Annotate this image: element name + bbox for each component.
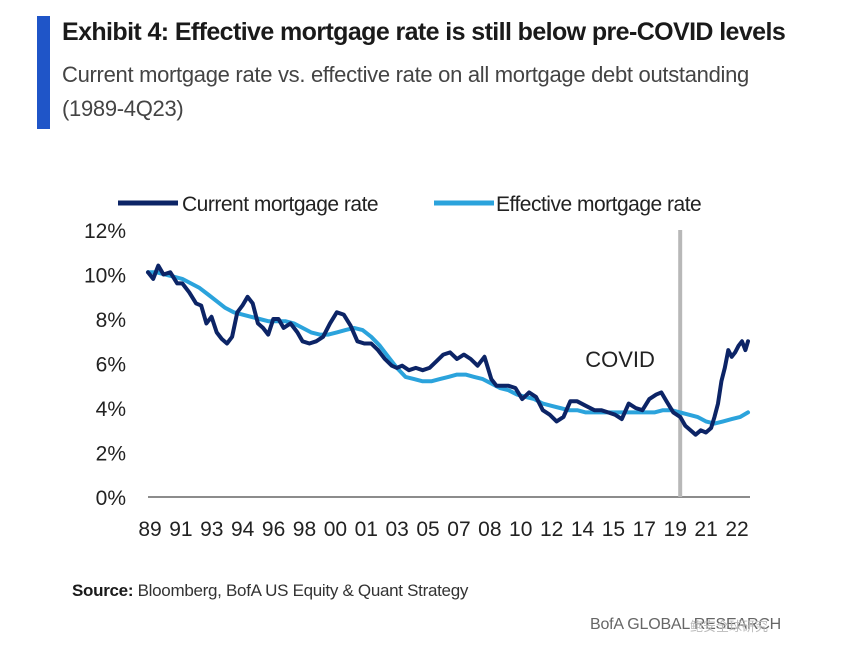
y-tick-label: 10% <box>84 265 126 288</box>
y-tick-label: 12% <box>84 220 126 243</box>
chart-subtitle: Current mortgage rate vs. effective rate… <box>62 62 749 121</box>
legend-label-current: Current mortgage rate <box>182 193 378 216</box>
y-tick-label: 8% <box>96 309 126 332</box>
brand-footer: BofA GLOBAL RESEARCH <box>590 616 782 633</box>
x-tick-label: 03 <box>385 518 408 541</box>
y-axis-ticks: 0% 2% 4% 6% 8% 10% 12% <box>84 220 126 510</box>
x-tick-label: 22 <box>725 518 748 541</box>
x-tick-label: 05 <box>416 518 439 541</box>
x-tick-label: 15 <box>602 518 625 541</box>
x-tick-label: 91 <box>169 518 192 541</box>
x-tick-label: 01 <box>355 518 378 541</box>
x-tick-label: 07 <box>447 518 470 541</box>
source-text: Bloomberg, BofA US Equity & Quant Strate… <box>137 581 469 600</box>
covid-annotation: COVID <box>585 347 655 372</box>
y-tick-label: 0% <box>96 487 126 510</box>
legend-label-effective: Effective mortgage rate <box>496 193 701 216</box>
x-tick-label: 10 <box>509 518 532 541</box>
x-tick-label: 89 <box>138 518 161 541</box>
source-label: Source: <box>72 581 134 600</box>
x-tick-label: 98 <box>293 518 316 541</box>
chart-title: Exhibit 4: Effective mortgage rate is st… <box>62 18 786 46</box>
accent-bar <box>37 16 50 129</box>
y-tick-label: 6% <box>96 354 126 377</box>
x-tick-label: 12 <box>540 518 563 541</box>
y-tick-label: 4% <box>96 398 126 421</box>
x-tick-label: 94 <box>231 518 255 541</box>
series-effective-mortgage-rate <box>146 270 750 426</box>
source-note: Source: Bloomberg, BofA US Equity & Quan… <box>72 581 468 601</box>
legend: Current mortgage rate Effective mortgage… <box>118 193 702 216</box>
series-current-mortgage-rate <box>146 263 750 437</box>
watermark: 鲍安全球研究 <box>690 619 769 634</box>
x-tick-label: 21 <box>694 518 717 541</box>
x-tick-label: 17 <box>633 518 656 541</box>
x-tick-label: 14 <box>571 518 595 541</box>
y-tick-label: 2% <box>96 443 126 466</box>
x-tick-label: 93 <box>200 518 223 541</box>
x-tick-label: 96 <box>262 518 285 541</box>
x-tick-label: 08 <box>478 518 501 541</box>
x-tick-label: 00 <box>324 518 347 541</box>
x-tick-label: 19 <box>664 518 687 541</box>
x-axis-ticks: 89 91 93 94 96 98 00 01 03 05 07 08 10 12 14 15 17 19 21 22 <box>138 518 748 541</box>
